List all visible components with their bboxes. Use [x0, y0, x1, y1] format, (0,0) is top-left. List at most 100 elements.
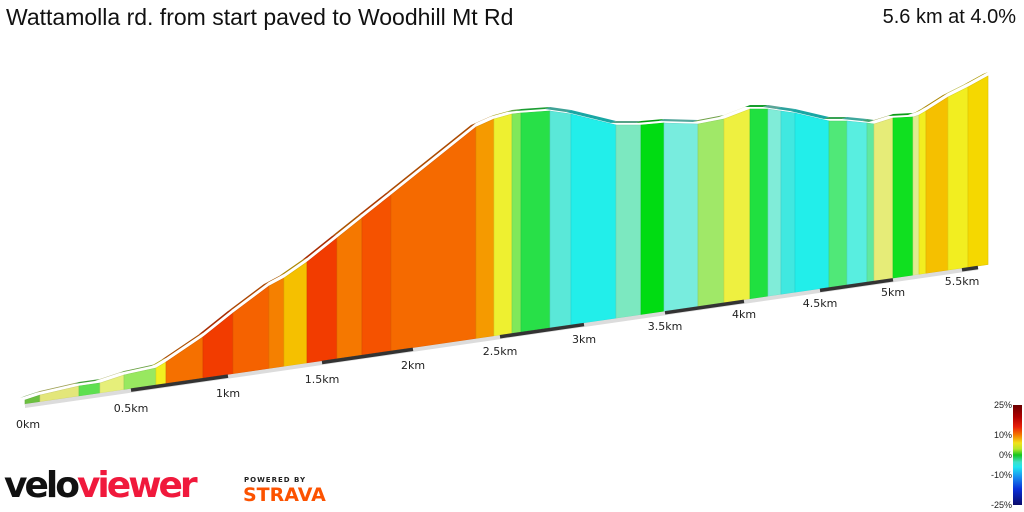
- profile-segment: [749, 108, 769, 300]
- distance-tick-label: 4km: [732, 308, 756, 321]
- strava-logo: STRAVA: [243, 484, 326, 506]
- profile-segment-top: [693, 115, 724, 122]
- profile-segment-top: [35, 382, 79, 393]
- profile-segment: [697, 118, 725, 307]
- profile-segment-top: [824, 117, 847, 119]
- profile-segment: [873, 117, 894, 282]
- profile-segment: [202, 312, 234, 379]
- profile-segment: [475, 118, 495, 340]
- profile-segment-top: [763, 105, 781, 109]
- profile-segment-top: [545, 107, 571, 112]
- segment-summary: 5.6 km at 4.0%: [882, 6, 1016, 28]
- distance-tick-label: 3.5km: [648, 320, 683, 333]
- profile-segment: [549, 110, 572, 329]
- profile-segment-top: [611, 121, 641, 123]
- profile-segment-top: [386, 123, 476, 193]
- profile-segment: [967, 75, 989, 268]
- profile-segment-top: [228, 282, 269, 311]
- gradient-legend-label: -10%: [990, 470, 1012, 480]
- profile-segment-top: [471, 115, 494, 125]
- profile-segment: [828, 120, 848, 288]
- profile-segment-top: [566, 110, 616, 123]
- profile-segment-top: [507, 109, 521, 112]
- distance-tick-label: 2km: [401, 359, 425, 372]
- profile-segment-top: [914, 107, 926, 113]
- profile-segment-top: [198, 309, 233, 335]
- profile-segment: [511, 112, 522, 334]
- gradient-legend: 25% 10% 0% -10% -25%: [980, 398, 1024, 510]
- profile-segment: [615, 124, 642, 319]
- distance-tick-labels: 0km 0.5km 1km 1.5km 2km 2.5km 3km 3.5km 4km 4.5km…: [16, 275, 979, 431]
- profile-segment: [892, 116, 914, 279]
- profile-segment: [723, 108, 751, 304]
- profile-segment: [165, 336, 204, 384]
- profile-segment-top: [302, 234, 337, 260]
- veloviewer-logo: veloviewer: [4, 465, 198, 506]
- profile-segment: [767, 108, 782, 297]
- profile-segment-top: [161, 333, 203, 360]
- profile-segment: [663, 122, 699, 312]
- profile-segments: [20, 72, 989, 405]
- distance-tick-label: 2.5km: [483, 345, 518, 358]
- profile-segment-top: [279, 258, 307, 276]
- profile-segment-top: [888, 113, 913, 116]
- powered-by-label: POWERED BY: [244, 476, 307, 484]
- distance-tick-label: 5.5km: [945, 275, 980, 288]
- profile-segment: [336, 217, 363, 360]
- distance-tick-label: 1.5km: [305, 373, 340, 386]
- gradient-legend-label: 25%: [993, 400, 1012, 410]
- distance-tick-label: 0km: [16, 418, 40, 431]
- profile-segment-top: [719, 105, 750, 117]
- gradient-legend-label: 0%: [998, 450, 1012, 460]
- profile-segment-top: [862, 119, 874, 122]
- profile-segment: [306, 237, 338, 364]
- profile-segment-top: [95, 371, 124, 381]
- profile-segment-top: [357, 191, 391, 216]
- profile-segment-top: [963, 72, 988, 85]
- profile-segment-top: [264, 274, 284, 284]
- profile-segment-top: [790, 109, 829, 119]
- distance-tick-label: 3km: [572, 333, 596, 346]
- profile-segment-top: [20, 391, 40, 398]
- profile-segment-top: [489, 110, 512, 117]
- profile-segment: [846, 120, 868, 286]
- gradient-legend-label: 10%: [993, 430, 1012, 440]
- profile-segment-top: [869, 114, 893, 122]
- profile-segment: [570, 113, 617, 326]
- profile-segment-top: [921, 93, 948, 109]
- profile-segment: [493, 113, 513, 337]
- profile-segment: [155, 361, 167, 386]
- profile-segment: [780, 110, 796, 295]
- profile-segment-top: [745, 105, 768, 107]
- profile-segment-top: [659, 119, 698, 122]
- profile-segment-top: [74, 379, 100, 384]
- profile-segment: [390, 126, 477, 352]
- profile-segment: [361, 194, 392, 356]
- profile-segment: [283, 261, 308, 367]
- profile-segment-top: [636, 119, 664, 123]
- profile-segment: [925, 96, 949, 274]
- distance-tick-label: 5km: [881, 286, 905, 299]
- profile-segment-top: [842, 117, 867, 121]
- distance-tick-label: 4.5km: [803, 297, 838, 310]
- profile-segment-top: [151, 358, 166, 366]
- profile-segment-top: [943, 83, 968, 95]
- distance-axis: [25, 265, 979, 408]
- profile-segment: [232, 285, 270, 375]
- profile-segment-top: [332, 214, 362, 236]
- profile-segment-top: [776, 107, 795, 111]
- gradient-color-scale: [1013, 405, 1022, 505]
- profile-segment: [912, 114, 920, 276]
- segment-title: Wattamolla rd. from start paved to Woodh…: [6, 4, 514, 30]
- profile-segment: [268, 277, 285, 370]
- elevation-profile-chart: 0km 0.5km 1km 1.5km 2km 2.5km 3km 3.5km 4km 4.5km…: [16, 72, 989, 431]
- profile-segment-top: [119, 364, 156, 373]
- gradient-legend-label: -25%: [990, 500, 1012, 510]
- profile-segment: [640, 122, 665, 316]
- profile-segment: [520, 110, 551, 333]
- profile-segment: [866, 122, 875, 283]
- profile-segment: [947, 86, 969, 271]
- profile-segment: [918, 110, 927, 275]
- distance-tick-label: 1km: [216, 387, 240, 400]
- profile-segment: [794, 112, 830, 293]
